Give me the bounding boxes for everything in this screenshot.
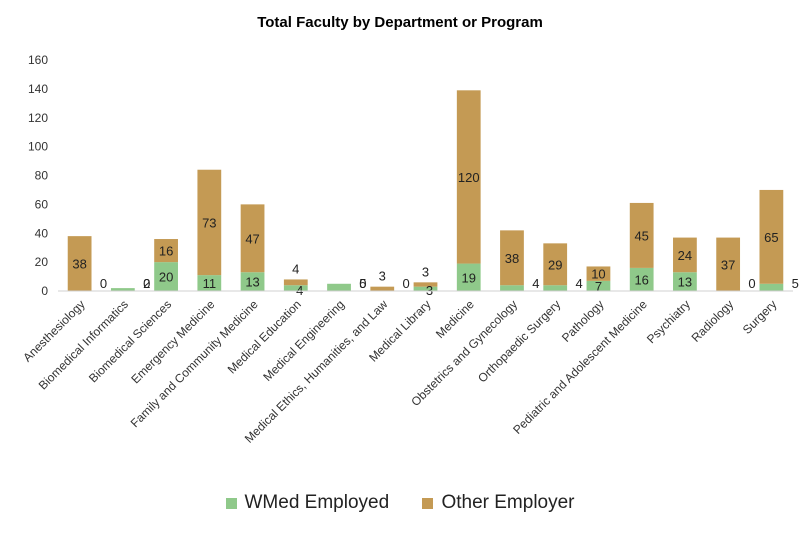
x-tick-label: Medicine	[433, 297, 477, 341]
legend-label-wmed: WMed Employed	[244, 492, 390, 513]
bar-segment-wmed	[500, 285, 524, 291]
y-axis-ticks: 0 20 40 60 80 100 120 140 160	[28, 53, 48, 298]
bar-segment-other	[67, 236, 92, 291]
y-tick-label: 120	[28, 111, 48, 125]
data-label-other: 120	[458, 170, 480, 185]
y-tick-label: 80	[35, 169, 49, 183]
x-tick-label: Psychiatry	[644, 297, 693, 346]
data-label-wmed: 19	[462, 270, 476, 285]
legend-item-wmed: WMed Employed	[225, 492, 390, 514]
bar-segment-other	[283, 279, 308, 286]
data-label-other: 16	[159, 244, 173, 259]
bar-segment-wmed	[110, 288, 135, 291]
data-label-wmed: 20	[159, 270, 173, 285]
bar-segment-other	[197, 169, 222, 276]
bar-segment-other	[456, 90, 481, 264]
x-tick-label: Medical Engineering	[260, 297, 347, 384]
data-label-other: 3	[422, 264, 429, 279]
bar-segment-wmed	[629, 267, 654, 291]
data-label-wmed: 7	[595, 279, 602, 294]
bar-segment-wmed	[240, 272, 265, 291]
bar-segment-wmed	[673, 272, 697, 291]
y-tick-label: 140	[28, 82, 48, 96]
data-label-wmed: 4	[575, 276, 582, 291]
y-tick-label: 100	[28, 140, 48, 154]
data-label-wmed: 5	[359, 276, 366, 291]
data-label-wmed: 13	[245, 275, 259, 290]
y-tick-label: 0	[41, 284, 48, 298]
bar-segment-other	[413, 282, 438, 287]
x-tick-label: Medical Education	[225, 297, 304, 376]
bar-segment-other	[586, 266, 611, 281]
bar-segment-other	[500, 230, 524, 286]
x-tick-label: Surgery	[740, 297, 780, 337]
legend-swatch-other	[422, 497, 434, 509]
bars-layer	[67, 90, 784, 291]
x-tick-label: Emergency Medicine	[128, 297, 217, 386]
legend-item-other: Other Employer	[422, 492, 575, 514]
bar-segment-other	[759, 189, 784, 284]
chart-title: Total Faculty by Department or Program	[257, 14, 543, 31]
bar-segment-wmed	[413, 286, 438, 291]
data-label-other: 0	[359, 276, 366, 291]
data-label-other: 38	[72, 257, 86, 272]
bar-segment-wmed	[283, 285, 308, 291]
x-tick-label: Orthopaedic Surgery	[475, 297, 563, 385]
data-label-other: 24	[678, 248, 692, 263]
bar-segment-other	[629, 202, 654, 268]
bar-segment-other	[673, 237, 697, 273]
bar-segment-other	[154, 239, 178, 263]
bar-segment-wmed	[586, 280, 611, 291]
data-label-other: 73	[202, 215, 216, 230]
data-label-wmed: 16	[634, 272, 648, 287]
data-label-wmed: 2	[143, 276, 150, 291]
data-label-wmed: 0	[403, 276, 410, 291]
bar-segment-wmed	[327, 283, 351, 291]
bar-segment-other	[716, 237, 741, 291]
data-label-wmed: 11	[203, 276, 217, 291]
data-label-other: 10	[591, 267, 605, 282]
bar-segment-wmed	[456, 263, 481, 291]
data-label-other: 38	[505, 251, 519, 266]
data-label-other: 4	[292, 261, 299, 276]
bar-segment-wmed	[197, 275, 222, 291]
bar-segment-other	[240, 204, 265, 273]
bar-segment-wmed	[543, 285, 568, 291]
legend-label-other: Other Employer	[441, 492, 575, 513]
legend-swatch-wmed	[225, 497, 237, 509]
y-tick-label: 20	[35, 255, 49, 269]
bar-segment-other	[370, 286, 395, 291]
data-label-other: 65	[764, 230, 778, 245]
x-tick-label: Radiology	[689, 297, 737, 345]
y-tick-label: 60	[35, 197, 49, 211]
data-label-wmed: 0	[100, 276, 107, 291]
bar-segment-wmed	[154, 262, 178, 291]
y-tick-label: 160	[28, 53, 48, 67]
bar-segment-wmed	[759, 283, 784, 291]
data-label-wmed: 4	[532, 276, 539, 291]
data-label-wmed: 0	[748, 276, 755, 291]
data-label-other: 29	[548, 257, 562, 272]
data-labels: 0382020161173134744500333191204384297101…	[72, 170, 799, 298]
data-label-other: 0	[143, 276, 150, 291]
y-tick-label: 40	[35, 226, 49, 240]
data-label-other: 47	[245, 231, 259, 246]
legend: WMed Employed Other Employer	[0, 492, 800, 515]
data-label-wmed: 13	[678, 275, 692, 290]
data-label-other: 37	[721, 257, 735, 272]
data-label-wmed: 5	[792, 276, 799, 291]
data-label-other: 45	[634, 228, 648, 243]
bar-segment-other	[543, 243, 568, 286]
data-label-other: 3	[379, 269, 386, 284]
x-tick-label: Biomedical Sciences	[86, 297, 174, 385]
